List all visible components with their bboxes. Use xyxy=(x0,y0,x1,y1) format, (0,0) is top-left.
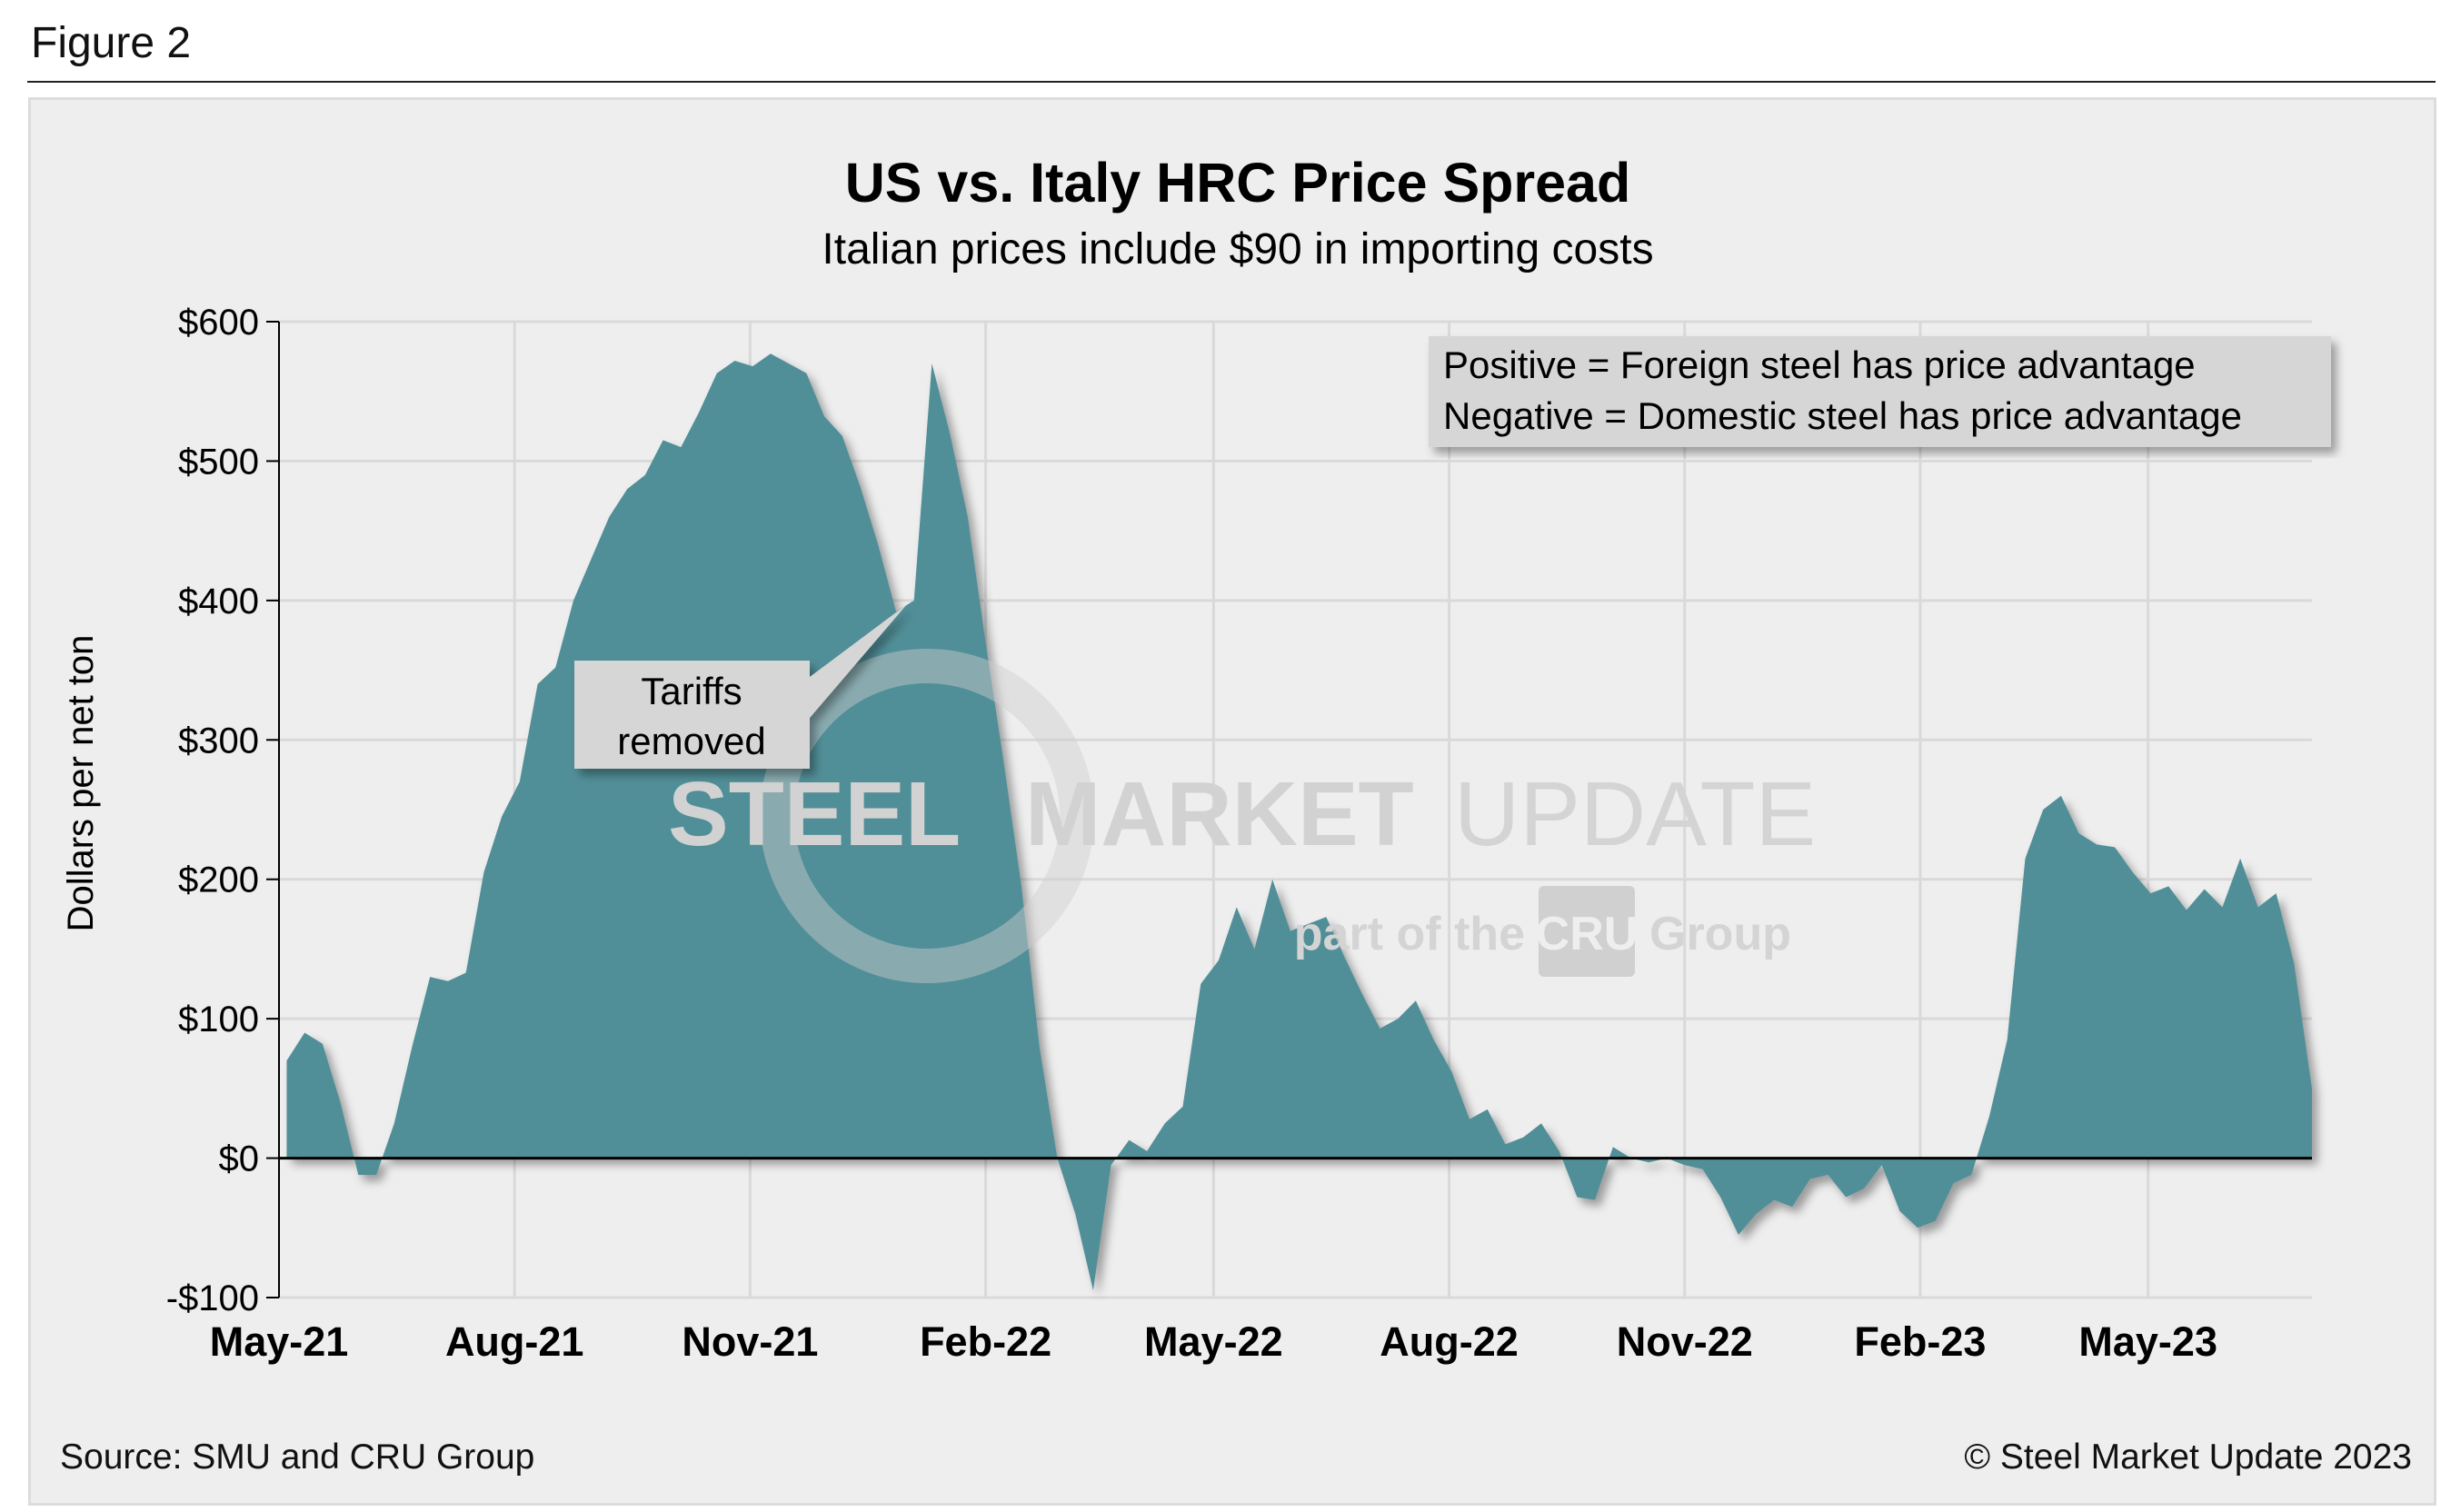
y-tick-label: $400 xyxy=(178,582,259,622)
y-tick-label: -$100 xyxy=(166,1278,259,1318)
x-tick-label: Nov-22 xyxy=(1617,1318,1753,1365)
x-tick-labels: May-21 Aug-21 Nov-21 Feb-22 May-22 Aug-22 Nov-… xyxy=(210,1318,2217,1365)
copyright-note: © Steel Market Update 2023 xyxy=(1964,1437,2412,1477)
x-tick-label: May-22 xyxy=(1144,1318,1283,1365)
watermark-group: Group xyxy=(1649,908,1791,960)
x-tick-label: Aug-21 xyxy=(445,1318,584,1365)
watermark-update: UPDATE xyxy=(1454,763,1816,865)
axes xyxy=(266,321,2312,1298)
chart-title: US vs. Italy HRC Price Spread xyxy=(845,152,1631,214)
watermark-market: MARKET xyxy=(1025,763,1414,865)
x-tick-label: Feb-22 xyxy=(920,1318,1051,1365)
figure-label: Figure 2 xyxy=(31,19,192,67)
watermark: STEEL MARKET UPDATE part of the CRU Grou… xyxy=(668,649,1816,983)
watermark-ring xyxy=(760,649,1094,983)
legend-box: Positive = Foreign steel has price advan… xyxy=(1429,336,2331,447)
y-tick-label: $300 xyxy=(178,721,259,761)
x-tick-label: Aug-22 xyxy=(1380,1318,1519,1365)
chart-panel xyxy=(28,97,2436,1506)
y-tick-label: $0 xyxy=(219,1139,260,1179)
y-tick-label: $100 xyxy=(178,1000,259,1040)
chart-subtitle: Italian prices include $90 in importing … xyxy=(822,225,1653,274)
y-tick-label: $500 xyxy=(178,442,259,482)
watermark-part-of: part of the xyxy=(1294,908,1525,960)
divider xyxy=(27,81,2436,83)
x-tick-label: May-21 xyxy=(210,1318,349,1365)
watermark-logo xyxy=(1539,886,1635,977)
spread-area xyxy=(286,353,2312,1291)
y-tick-label: $200 xyxy=(178,860,259,900)
y-tick-label: $600 xyxy=(178,303,259,343)
legend-positive: Positive = Foreign steel has price advan… xyxy=(1443,343,2196,386)
source-note: Source: SMU and CRU Group xyxy=(60,1437,535,1477)
callout-line2: removed xyxy=(617,720,765,762)
tariffs-callout: Tariffs removed xyxy=(574,604,907,769)
legend-negative: Negative = Domestic steel has price adva… xyxy=(1443,394,2242,437)
watermark-logo-text: CRU xyxy=(1536,908,1639,960)
y-axis-label: Dollars per net ton xyxy=(61,635,101,932)
y-tick-labels: $600 $500 $400 $300 $200 $100 $0 -$100 xyxy=(166,303,259,1318)
callout-line1: Tariffs xyxy=(641,670,742,712)
x-tick-label: Feb-23 xyxy=(1854,1318,1986,1365)
x-tick-label: May-23 xyxy=(2078,1318,2217,1365)
watermark-steel: STEEL xyxy=(668,763,961,865)
x-tick-label: Nov-21 xyxy=(682,1318,818,1365)
